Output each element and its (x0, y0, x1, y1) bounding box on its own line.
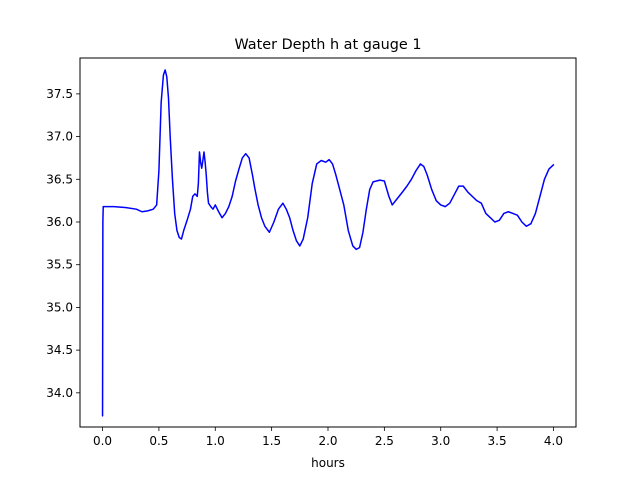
y-tick-label: 36.0 (46, 215, 73, 229)
x-tick-label: 3.5 (488, 434, 507, 448)
x-tick-label: 1.0 (206, 434, 225, 448)
y-tick-label: 35.5 (46, 258, 73, 272)
y-tick-label: 35.0 (46, 300, 73, 314)
y-tick-label: 37.5 (46, 87, 73, 101)
y-tick-label: 34.5 (46, 343, 73, 357)
x-tick-label: 4.0 (544, 434, 563, 448)
y-tick-label: 36.5 (46, 172, 73, 186)
x-tick-label: 2.5 (375, 434, 394, 448)
y-tick-label: 34.0 (46, 386, 73, 400)
y-tick-label: 37.0 (46, 130, 73, 144)
x-tick-label: 0.5 (149, 434, 168, 448)
series-line-water-depth (101, 69, 555, 417)
plot-area (101, 69, 555, 417)
x-axis-label: hours (311, 456, 345, 470)
x-tick-label: 2.0 (318, 434, 337, 448)
y-axis: 34.0 34.5 35.0 35.5 36.0 36.5 37.0 37.5 (46, 87, 80, 400)
x-tick-label: 1.5 (262, 434, 281, 448)
x-tick-label: 0.0 (93, 434, 112, 448)
chart-title: Water Depth h at gauge 1 (234, 37, 421, 53)
plot-frame (79, 57, 577, 428)
x-axis: 0.0 0.5 1.0 1.5 2.0 2.5 3.0 3.5 4.0 (93, 427, 563, 448)
x-tick-label: 3.0 (431, 434, 450, 448)
